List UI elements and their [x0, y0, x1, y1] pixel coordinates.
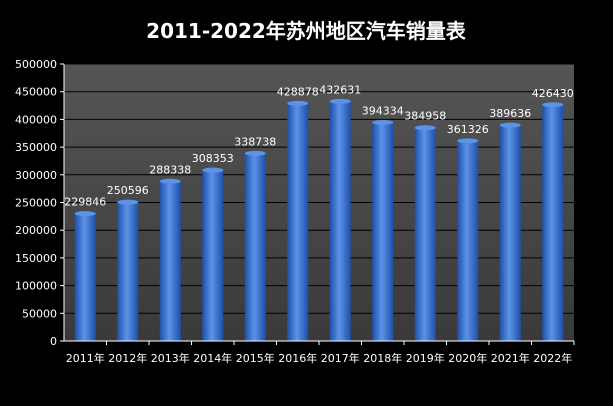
x-tick-label: 2011年 — [66, 351, 105, 365]
y-tick-label: 300000 — [15, 169, 57, 182]
bar-cap — [414, 125, 436, 131]
bar — [457, 140, 479, 341]
x-tick-label: 2019年 — [406, 351, 445, 365]
x-tick-label: 2015年 — [236, 351, 275, 365]
y-tick-label: 450000 — [15, 86, 57, 99]
bar-cap — [542, 102, 564, 108]
y-tick-label: 250000 — [15, 197, 57, 210]
x-tick-label: 2020年 — [448, 351, 487, 365]
y-tick-label: 350000 — [15, 141, 57, 154]
x-tick-label: 2021年 — [491, 351, 530, 365]
bar — [542, 104, 564, 341]
data-label: 394334 — [362, 105, 404, 118]
bar-cap — [287, 100, 309, 106]
y-tick-label: 150000 — [15, 252, 57, 265]
bar — [159, 181, 181, 341]
bar-cap — [329, 98, 351, 104]
x-tick-label: 2016年 — [278, 351, 317, 365]
bar — [499, 125, 521, 341]
chart-title: 2011-2022年苏州地区汽车销量表 — [146, 19, 467, 43]
x-tick-label: 2014年 — [193, 351, 232, 365]
bars — [74, 98, 564, 342]
bar — [244, 153, 266, 341]
data-label: 389636 — [489, 107, 531, 120]
bar-cap — [159, 178, 181, 184]
bar-cap — [117, 199, 139, 205]
x-tick-label: 2018年 — [363, 351, 402, 365]
data-label: 229846 — [64, 196, 106, 209]
data-label: 428878 — [277, 85, 319, 98]
y-tick-label: 50000 — [22, 307, 57, 320]
y-tick-label: 200000 — [15, 224, 57, 237]
bar — [414, 127, 436, 341]
data-label: 384958 — [404, 110, 446, 123]
bar-cap — [499, 122, 521, 128]
y-tick-label: 400000 — [15, 113, 57, 126]
bar-cap — [202, 167, 224, 173]
data-label: 308353 — [192, 152, 234, 165]
bar-cap — [244, 150, 266, 156]
x-tick-label: 2013年 — [151, 351, 190, 365]
data-label: 338738 — [234, 135, 276, 148]
data-label: 361326 — [447, 123, 489, 136]
bar-cap — [74, 211, 96, 217]
y-tick-label: 100000 — [15, 280, 57, 293]
x-axis-ticks: 2011年 2012年 2013年 2014年 2015年 2016年 2017年 2018年… — [66, 341, 575, 365]
data-label: 250596 — [107, 184, 149, 197]
bar — [287, 103, 309, 342]
x-tick-label: 2022年 — [533, 351, 572, 365]
bar-cap — [372, 120, 394, 126]
x-tick-label: 2012年 — [108, 351, 147, 365]
data-label: 426430 — [532, 87, 574, 100]
data-label: 432631 — [319, 83, 361, 96]
y-tick-label: 500000 — [15, 58, 57, 71]
bar — [74, 213, 96, 341]
bar — [202, 170, 224, 341]
y-axis-ticks: 0 50000 100000 150000 200000 250000 300000 3500… — [15, 58, 65, 348]
gridlines — [64, 63, 574, 342]
data-label: 288338 — [149, 163, 191, 176]
x-tick-label: 2017年 — [321, 351, 360, 365]
bar-cap — [457, 138, 479, 144]
y-tick-label: 0 — [50, 335, 57, 348]
bar — [372, 122, 394, 341]
bar — [329, 101, 351, 342]
bar — [117, 202, 139, 341]
